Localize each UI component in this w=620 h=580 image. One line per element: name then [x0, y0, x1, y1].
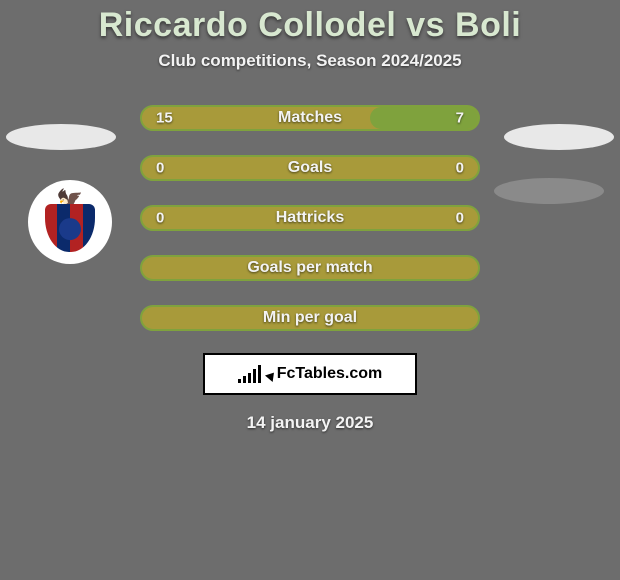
value-right: 0	[456, 210, 464, 227]
stat-row: 15 7 Matches	[140, 105, 480, 131]
stat-label: Hattricks	[276, 209, 344, 227]
stat-row: 0 0 Hattricks	[140, 205, 480, 231]
footer-date: 14 january 2025	[0, 413, 620, 433]
stat-row: Min per goal	[140, 305, 480, 331]
logo-bars-icon	[238, 365, 261, 383]
page-subtitle: Club competitions, Season 2024/2025	[0, 51, 620, 71]
logo-arrow-icon	[265, 369, 278, 382]
value-right: 0	[456, 160, 464, 177]
logo-text: FcTables.com	[277, 365, 383, 383]
value-left: 0	[156, 210, 164, 227]
content-area: Riccardo Collodel vs Boli Club competiti…	[0, 0, 620, 433]
stat-label: Goals per match	[247, 259, 372, 277]
fctables-logo: FcTables.com	[203, 353, 417, 395]
value-right: 7	[456, 110, 464, 127]
page-title: Riccardo Collodel vs Boli	[0, 6, 620, 45]
stat-label: Matches	[278, 109, 342, 127]
stat-row: Goals per match	[140, 255, 480, 281]
stat-label: Min per goal	[263, 309, 357, 327]
stat-label: Goals	[288, 159, 332, 177]
value-left: 15	[156, 110, 173, 127]
value-left: 0	[156, 160, 164, 177]
stat-row: 0 0 Goals	[140, 155, 480, 181]
stat-rows: 15 7 Matches 0 0 Goals 0 0 Hattricks Goals per ma…	[0, 105, 620, 331]
